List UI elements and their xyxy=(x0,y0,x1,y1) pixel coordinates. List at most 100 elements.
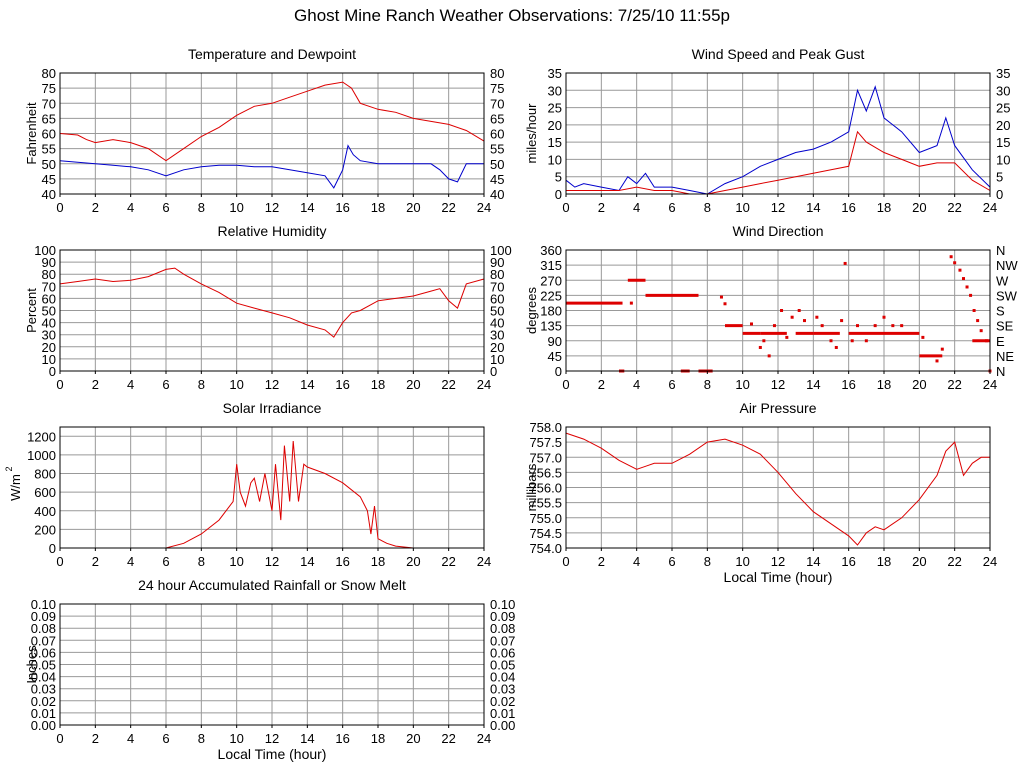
y-tick-label: 45 xyxy=(42,172,56,187)
x-tick-label: 4 xyxy=(127,731,134,746)
y-tick-label: 0.10 xyxy=(31,597,56,612)
right-axis-label: SE xyxy=(996,319,1014,334)
right-axis-label: 0.09 xyxy=(490,609,515,624)
direction-point xyxy=(820,324,824,328)
x-tick-label: 10 xyxy=(229,200,243,215)
direction-point xyxy=(797,309,801,312)
direction-point xyxy=(719,295,723,299)
x-tick-label: 22 xyxy=(441,200,455,215)
series-line xyxy=(566,130,991,195)
y-tick-label: 225 xyxy=(540,288,562,303)
x-tick-label: 18 xyxy=(371,554,385,569)
x-tick-label: 6 xyxy=(668,377,675,392)
right-axis-label: 20 xyxy=(996,118,1010,133)
y-axis-label: W/m xyxy=(8,474,23,501)
x-tick-label: 8 xyxy=(198,554,205,569)
right-axis-label: W xyxy=(996,273,1009,288)
direction-point xyxy=(850,339,854,343)
chart-title: Wind Speed and Peak Gust xyxy=(692,46,865,62)
x-tick-label: 8 xyxy=(198,731,205,746)
y-tick-label: 5 xyxy=(555,170,562,185)
y-tick-label: 756.0 xyxy=(529,481,562,496)
y-tick-label: 10 xyxy=(548,152,562,167)
x-tick-label: 2 xyxy=(598,377,605,392)
right-axis-label: S xyxy=(996,304,1005,319)
series-line xyxy=(60,440,484,549)
y-tick-label: 65 xyxy=(42,111,56,126)
right-axis-label: 10 xyxy=(490,352,504,367)
right-axis-label: 35 xyxy=(996,66,1010,81)
direction-point xyxy=(790,315,794,319)
right-axis-label: 50 xyxy=(490,157,504,172)
x-tick-label: 12 xyxy=(265,731,279,746)
y-tick-label: 25 xyxy=(548,101,562,116)
right-axis-label: 25 xyxy=(996,101,1010,116)
x-tick-label: 18 xyxy=(371,731,385,746)
right-axis-label: 0 xyxy=(490,364,497,379)
y-tick-label: 0.05 xyxy=(31,658,56,673)
direction-point xyxy=(953,261,957,265)
direction-point xyxy=(864,339,868,343)
y-tick-label: 757.0 xyxy=(529,450,562,465)
x-tick-label: 12 xyxy=(265,200,279,215)
right-axis-label: 0.06 xyxy=(490,645,515,660)
right-axis-label: 10 xyxy=(996,152,1010,167)
x-tick-label: 22 xyxy=(441,554,455,569)
y-tick-label: 35 xyxy=(548,66,562,81)
y-tick-label: 60 xyxy=(42,127,56,142)
chart-title: 24 hour Accumulated Rainfall or Snow Mel… xyxy=(138,577,406,593)
y-tick-label: 400 xyxy=(34,504,56,519)
right-axis-label: 0.05 xyxy=(490,658,515,673)
x-tick-label: 0 xyxy=(56,377,63,392)
y-tick-label: 0.04 xyxy=(31,670,56,685)
x-tick-label: 16 xyxy=(841,200,855,215)
y-tick-label: 755.5 xyxy=(529,496,562,511)
x-tick-label: 4 xyxy=(633,200,640,215)
x-tick-label: 8 xyxy=(704,554,711,569)
right-axis-label: 50 xyxy=(490,304,504,319)
right-axis-label: SW xyxy=(996,288,1018,303)
x-tick-label: 10 xyxy=(735,200,749,215)
x-tick-label: 2 xyxy=(598,554,605,569)
series-line xyxy=(565,85,991,195)
x-tick-label: 0 xyxy=(562,377,569,392)
direction-point xyxy=(834,345,838,349)
x-tick-label: 24 xyxy=(477,200,491,215)
x-tick-label: 4 xyxy=(633,377,640,392)
x-tick-label: 10 xyxy=(735,554,749,569)
x-tick-label: 24 xyxy=(477,731,491,746)
x-tick-label: 2 xyxy=(598,200,605,215)
y-tick-label: 135 xyxy=(540,319,562,334)
x-tick-label: 12 xyxy=(265,554,279,569)
direction-point xyxy=(815,315,819,319)
y-tick-label: 70 xyxy=(42,279,56,294)
y-tick-label: 75 xyxy=(42,81,56,96)
direction-point xyxy=(962,277,965,281)
y-tick-label: 755.0 xyxy=(529,511,562,526)
chart-title: Temperature and Dewpoint xyxy=(188,46,356,62)
direction-point xyxy=(840,319,844,323)
right-axis-label: 45 xyxy=(490,172,504,187)
y-tick-label: 90 xyxy=(42,255,56,270)
x-tick-label: 10 xyxy=(735,377,749,392)
y-tick-label: 0.06 xyxy=(31,645,56,660)
x-tick-label: 14 xyxy=(300,731,314,746)
x-tick-label: 4 xyxy=(127,554,134,569)
right-axis-label: 90 xyxy=(490,255,504,270)
y-tick-label: 10 xyxy=(42,352,56,367)
right-axis-label: 0.07 xyxy=(490,633,515,648)
right-axis-label: NE xyxy=(996,349,1014,364)
x-tick-label: 8 xyxy=(198,377,205,392)
direction-point xyxy=(767,354,771,358)
x-tick-label: 10 xyxy=(229,731,243,746)
y-axis-label-superscript: 2 xyxy=(4,466,14,471)
direction-point xyxy=(629,301,633,305)
direction-point xyxy=(829,339,833,343)
y-tick-label: 15 xyxy=(548,135,562,150)
x-tick-label: 24 xyxy=(983,200,997,215)
y-tick-label: 80 xyxy=(42,267,56,282)
x-tick-label: 12 xyxy=(771,200,785,215)
y-tick-label: 0.01 xyxy=(31,706,56,721)
y-tick-label: 0 xyxy=(49,364,56,379)
